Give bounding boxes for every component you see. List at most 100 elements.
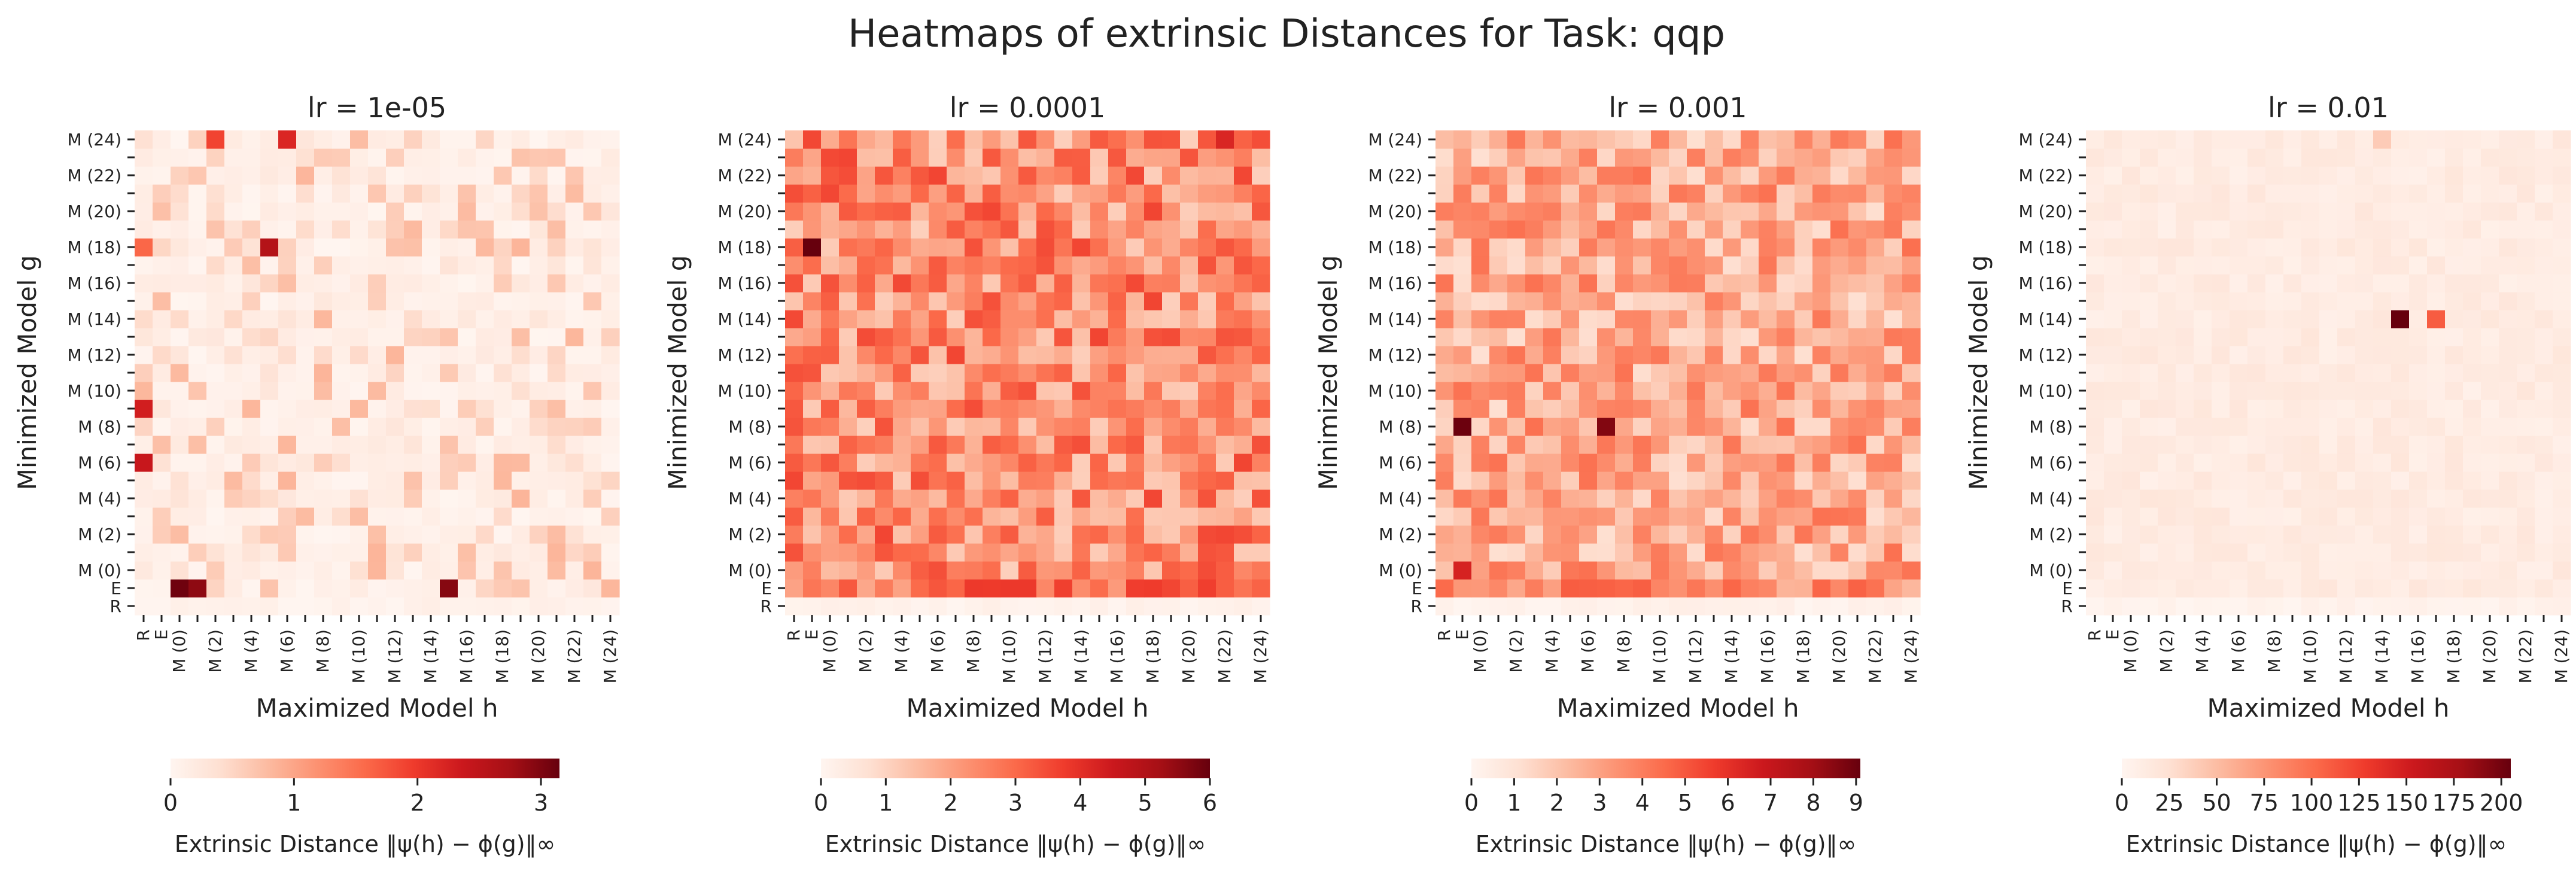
heatmap-cell — [1000, 597, 1019, 616]
heatmap-cell — [1108, 543, 1127, 562]
x-tick-label: M (0) — [820, 629, 840, 673]
heatmap-cell — [839, 148, 857, 167]
heatmap-cell — [1633, 579, 1652, 598]
heatmap-cell — [1597, 202, 1616, 221]
heatmap-cell — [821, 418, 840, 436]
heatmap-cell — [1615, 238, 1634, 257]
heatmap-cell — [2086, 471, 2104, 490]
heatmap-cell — [2212, 543, 2230, 562]
heatmap-cell — [1435, 364, 1454, 382]
heatmap-cell — [785, 148, 804, 167]
heatmap-cell — [2481, 579, 2499, 598]
heatmap-cell — [1759, 274, 1777, 293]
heatmap-cell — [1615, 310, 1634, 328]
x-tick-label: M (24) — [2551, 629, 2571, 684]
heatmap-cell — [1848, 238, 1867, 257]
heatmap-cell — [911, 453, 929, 472]
heatmap-cell — [512, 382, 530, 400]
heatmap-cell — [494, 364, 512, 382]
heatmap-cell — [2373, 579, 2392, 598]
heatmap-cell — [404, 489, 422, 508]
heatmap-cell — [1812, 382, 1831, 400]
heatmap-cell — [2158, 489, 2176, 508]
heatmap-cell — [2140, 471, 2158, 490]
heatmap-cell — [314, 166, 333, 185]
heatmap-cell — [583, 256, 602, 275]
heatmap-cell — [2247, 328, 2266, 346]
heatmap-cell — [1108, 382, 1127, 400]
heatmap-cell — [171, 543, 189, 562]
heatmap-cell — [2463, 184, 2481, 203]
heatmap-cell — [278, 561, 297, 580]
heatmap-cell — [929, 400, 947, 418]
x-tick-label: M (6) — [1578, 629, 1598, 673]
x-tick-label: M (10) — [349, 629, 369, 684]
heatmap-cell — [1705, 220, 1723, 239]
heatmap-cell — [1126, 310, 1145, 328]
heatmap-cell — [2481, 202, 2499, 221]
heatmap-cell — [422, 202, 440, 221]
heatmap-cell — [1072, 436, 1091, 454]
heatmap-cell — [1705, 471, 1723, 490]
heatmap-cell — [494, 507, 512, 526]
heatmap-cell — [857, 579, 875, 598]
heatmap-cell — [1812, 543, 1831, 562]
heatmap-cell — [135, 184, 153, 203]
heatmap-cell — [983, 400, 1001, 418]
heatmap-cell — [476, 597, 494, 616]
heatmap-cell — [1866, 346, 1885, 364]
heatmap-cell — [548, 418, 566, 436]
heatmap-cell — [368, 436, 387, 454]
heatmap-cell — [1651, 453, 1669, 472]
heatmap-cell — [2265, 274, 2284, 293]
heatmap-cell — [278, 184, 297, 203]
heatmap-cell — [1812, 400, 1831, 418]
heatmap-cell — [583, 238, 602, 257]
heatmap-cell — [983, 292, 1001, 310]
heatmap-cell — [2427, 274, 2446, 293]
heatmap-cell — [1795, 148, 1813, 167]
heatmap-cell — [1072, 471, 1091, 490]
heatmap-cell — [2230, 525, 2248, 544]
heatmap-cell — [404, 202, 422, 221]
heatmap-cell — [2301, 364, 2320, 382]
heatmap-cell — [476, 274, 494, 293]
heatmap-cell — [1597, 256, 1616, 275]
heatmap-cell — [1669, 148, 1687, 167]
heatmap-cell — [1489, 507, 1508, 526]
heatmap-cell — [440, 382, 458, 400]
heatmap-cell — [1884, 543, 1903, 562]
heatmap-cell — [1180, 436, 1199, 454]
heatmap-cell — [332, 471, 351, 490]
heatmap-cell — [386, 220, 405, 239]
heatmap-cell — [1543, 436, 1562, 454]
heatmap-cell — [1561, 130, 1580, 149]
heatmap-cell — [2445, 400, 2464, 418]
heatmap-cell — [2194, 364, 2212, 382]
heatmap-cell — [278, 130, 297, 149]
heatmap-cell — [2319, 130, 2338, 149]
heatmap-cell — [1705, 292, 1723, 310]
heatmap-cell — [1507, 166, 1526, 185]
heatmap-cell — [1795, 400, 1813, 418]
heatmap-cell — [929, 507, 947, 526]
heatmap-cell — [2337, 525, 2356, 544]
heatmap-cell — [1018, 561, 1037, 580]
x-tick-label: M (16) — [457, 629, 476, 684]
heatmap-cell — [1884, 292, 1903, 310]
heatmap-cell — [2319, 507, 2338, 526]
heatmap-cell — [929, 346, 947, 364]
heatmap-cell — [2230, 292, 2248, 310]
heatmap-cell — [278, 418, 297, 436]
heatmap-cell — [911, 130, 929, 149]
heatmap-cell — [2265, 130, 2284, 149]
heatmap-cell — [1489, 436, 1508, 454]
x-tick-label: M (16) — [1757, 629, 1777, 684]
heatmap-cell — [601, 310, 620, 328]
heatmap-cell — [1234, 436, 1252, 454]
heatmap-cell — [2176, 274, 2194, 293]
heatmap-cell — [548, 597, 566, 616]
heatmap-cell — [260, 436, 279, 454]
heatmap-cell — [2122, 220, 2140, 239]
heatmap-cell — [803, 489, 822, 508]
